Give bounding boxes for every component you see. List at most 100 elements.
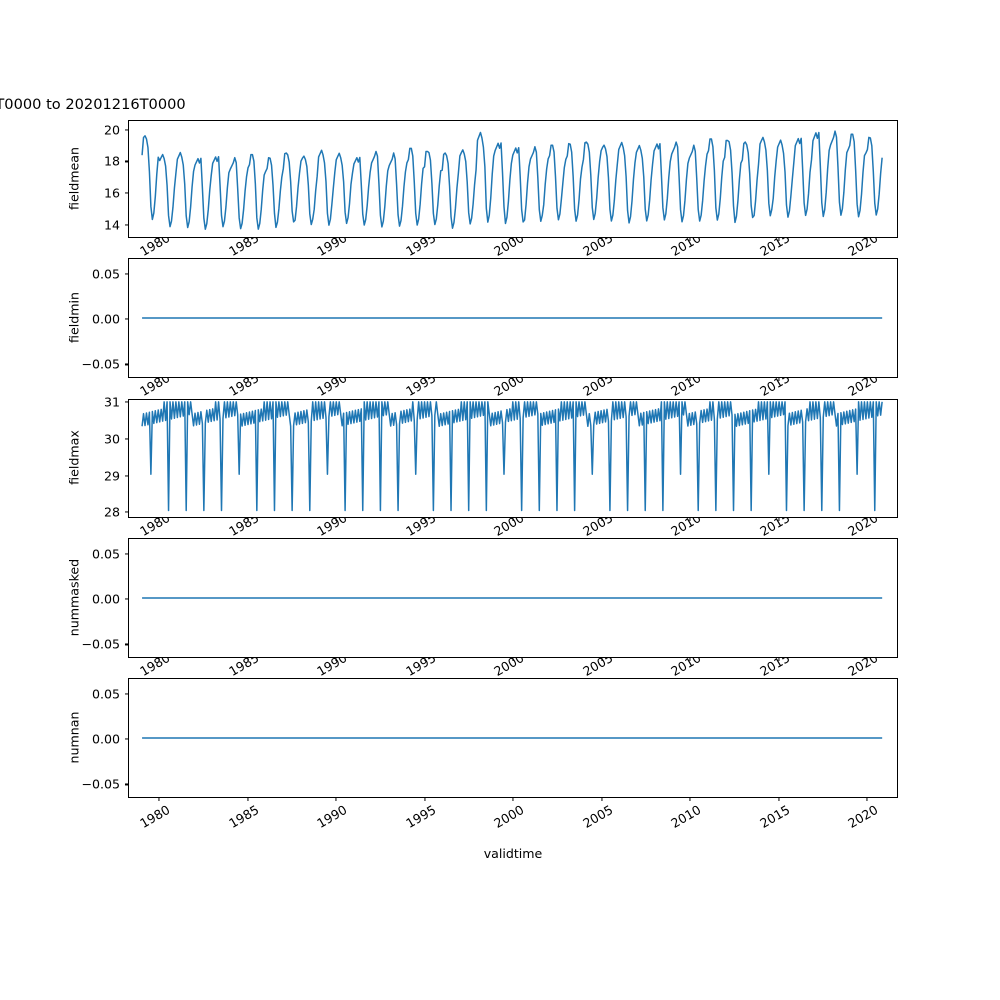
xtick-mark (158, 657, 160, 662)
xtick-label: 2005 (579, 802, 616, 832)
xtick-label: 1985 (225, 657, 262, 677)
xtick-label: 2000 (491, 657, 527, 677)
figure-title-text: TR, lev=0, 19790116T0000 to 20201216T000… (0, 96, 186, 113)
ytick-mark (124, 598, 129, 600)
xtick-label: 2010 (668, 802, 704, 832)
xtick-label: 1995 (402, 657, 439, 677)
ytick-label: −0.05 (81, 776, 120, 792)
xtick-mark (601, 657, 603, 662)
ytick-label: −0.05 (81, 356, 120, 372)
xtick-mark (866, 657, 868, 662)
xtick-mark (778, 377, 780, 382)
xtick-label: 2005 (579, 517, 616, 537)
xtick-mark (689, 657, 691, 662)
xtick-mark (689, 797, 691, 802)
figure-title: TR, lev=0, 19790116T0000 to 20201216T000… (0, 96, 1000, 113)
xtick-label: 2020 (845, 517, 881, 537)
panel-nummasked-plot-area (129, 539, 897, 657)
xtick-label: 1995 (402, 517, 439, 537)
xtick-label: 1985 (225, 802, 262, 832)
ytick-label: 0.05 (91, 266, 120, 282)
xtick-label: 1985 (225, 237, 262, 257)
xtick-label: 1995 (402, 802, 439, 832)
xtick-mark (512, 237, 514, 242)
xtick-label: 2015 (756, 657, 793, 677)
xtick-label: 2010 (668, 377, 704, 398)
xtick-label: 1990 (314, 657, 350, 677)
xtick-mark (689, 517, 691, 522)
ytick-label: 31 (103, 394, 120, 410)
xtick-mark (778, 237, 780, 242)
panel-fieldmin-plot-area (129, 259, 897, 377)
ytick-mark (124, 272, 129, 275)
xtick-mark (335, 797, 337, 802)
xtick-mark (335, 377, 337, 382)
panel-fieldmean-plot-area (129, 121, 897, 237)
xtick-label: 1985 (225, 377, 262, 398)
ytick-mark (124, 318, 129, 320)
ytick-mark (124, 224, 129, 226)
xtick-label-group: 1980 1985 1990 1995 2000 2005 2010 2015 2020 (89, 517, 939, 537)
ytick-mark (124, 129, 129, 131)
ytick-label: 0.00 (91, 731, 120, 747)
xtick-label: 2020 (845, 657, 881, 677)
xtick-mark (247, 797, 249, 802)
xtick-mark (158, 377, 160, 382)
ytick-mark (124, 511, 129, 513)
xtick-label: 2005 (579, 377, 616, 398)
xtick-label-group: 1980 1985 1990 1995 2000 2005 2010 2015 2020 (89, 237, 939, 257)
ytick-label: 16 (103, 185, 120, 201)
ylabel-numnan: numnan (66, 711, 82, 764)
xtick-label: 1985 (225, 517, 262, 537)
ylabel-fieldmean: fieldmean (66, 147, 82, 210)
panel-fieldmax-plot-area (129, 400, 897, 517)
numnan-line (142, 737, 883, 739)
xtick-mark (424, 517, 426, 522)
xtick-label: 1990 (314, 237, 350, 257)
nummasked-line (142, 597, 883, 599)
ytick-mark (124, 401, 129, 403)
ytick-mark (124, 192, 129, 194)
ytick-mark (124, 363, 129, 365)
xtick-label: 2015 (756, 237, 793, 257)
ylabel-nummasked: nummasked (66, 558, 82, 637)
xtick-mark (689, 237, 691, 242)
xtick-label: 2000 (491, 237, 527, 257)
panel-numnan-plot-area (129, 679, 897, 797)
ytick-label: 0.05 (91, 546, 120, 562)
xtick-label: 2020 (845, 237, 881, 257)
xtick-label: 1980 (137, 657, 173, 677)
ytick-label: 0.00 (91, 591, 120, 607)
xtick-label: 2010 (668, 237, 704, 257)
ylabel-fieldmax: fieldmax (66, 430, 82, 485)
xtick-mark (601, 797, 603, 802)
xtick-mark (601, 377, 603, 382)
ytick-label: −0.05 (81, 636, 120, 652)
xtick-mark (424, 797, 426, 802)
xtick-mark (512, 377, 514, 382)
xtick-mark (158, 517, 160, 522)
ytick-mark (124, 643, 129, 645)
xtick-label: 2005 (579, 237, 616, 257)
ytick-label: 14 (103, 217, 120, 233)
ytick-label: 18 (103, 153, 120, 169)
xtick-mark (424, 377, 426, 382)
xtick-label: 1990 (314, 377, 350, 398)
xtick-mark (335, 657, 337, 662)
fieldmin-line (142, 317, 883, 319)
xtick-mark (424, 657, 426, 662)
xtick-label-group: 1980 1985 1990 1995 2000 2005 2010 2015 2020 (89, 657, 939, 677)
xtick-mark (512, 797, 514, 802)
ytick-mark (124, 783, 129, 785)
xtick-label: 1980 (137, 517, 173, 537)
ytick-label: 28 (103, 504, 120, 520)
xtick-label: 1990 (314, 802, 350, 832)
xtick-label: 2015 (756, 802, 793, 832)
xtick-mark (335, 517, 337, 522)
panel-numnan: numnan −0.05 0.00 0.05 1980 1985 1990 1995 2000… (67, 678, 898, 831)
xtick-label: 1995 (402, 377, 439, 398)
xtick-mark (512, 517, 514, 522)
ytick-mark (124, 474, 129, 477)
ytick-mark (124, 738, 129, 740)
panel-fieldmax: fieldmax 28 29 30 31 1980 1985 1990 1995 2000 200… (67, 394, 898, 537)
